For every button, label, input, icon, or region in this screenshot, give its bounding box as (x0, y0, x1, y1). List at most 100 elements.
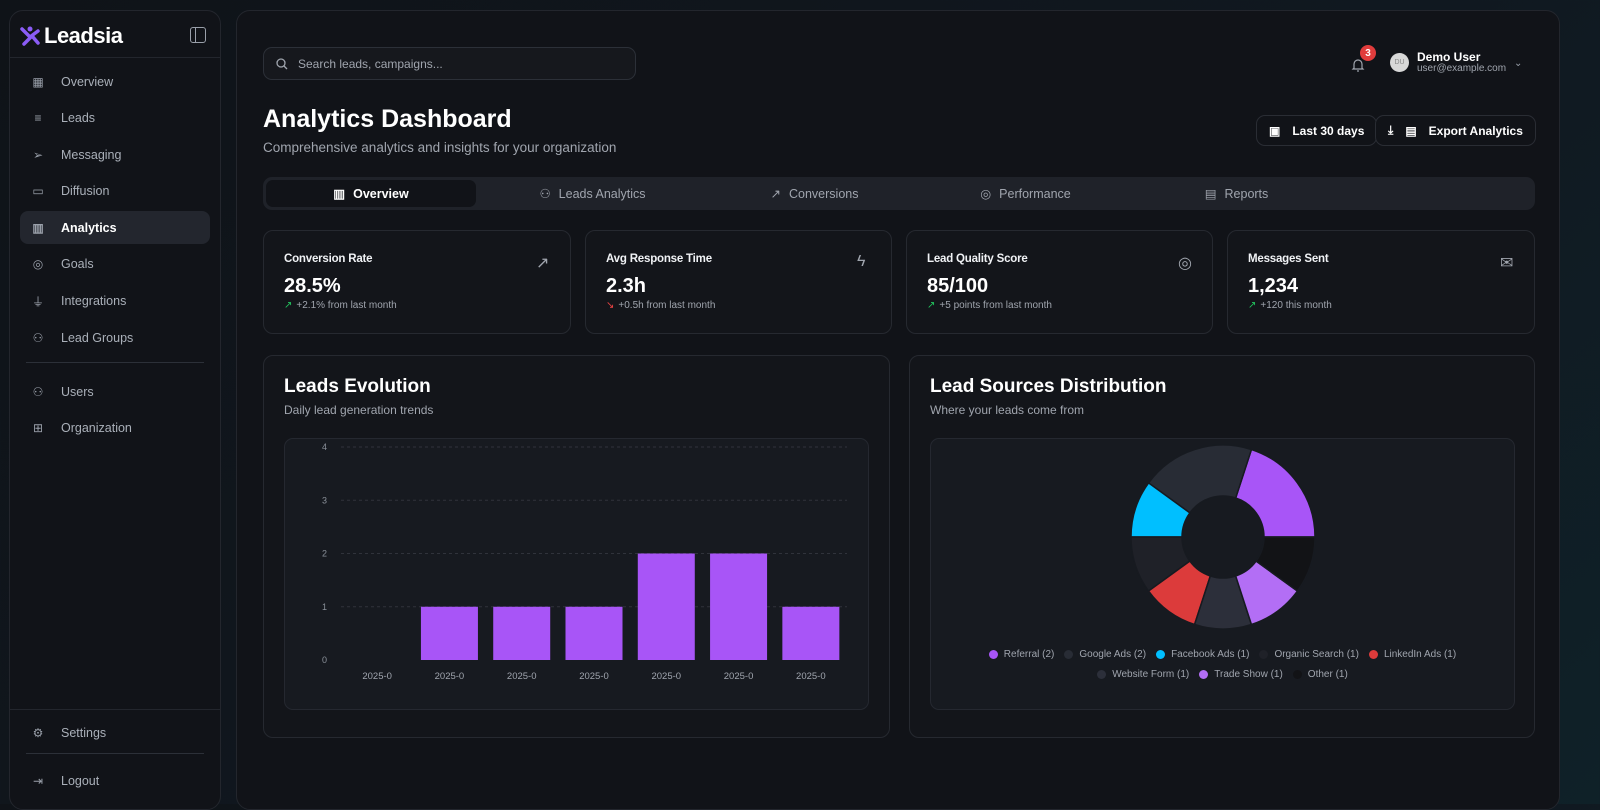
sidebar-item-label: Leads (61, 111, 96, 126)
tab-overview[interactable]: ▥ Overview (266, 180, 476, 207)
kpi-value: 85/100 (927, 275, 989, 297)
file-icon: ▤ (1405, 123, 1417, 138)
sidebar-item-label: Overview (61, 74, 114, 89)
sidebar-item-label: Lead Groups (61, 330, 134, 345)
legend-item[interactable]: Organic Search (1) (1259, 649, 1359, 660)
pie-slice[interactable] (1255, 536, 1316, 593)
divider (26, 753, 204, 754)
sidebar-nav: ▦ Overview ≡ Leads ➢ Messaging ▭ Diffusion ▥… (20, 65, 210, 448)
search-bar[interactable] (263, 47, 636, 80)
page-title: Analytics Dashboard (263, 105, 512, 133)
bar[interactable] (493, 606, 551, 660)
briefcase-icon: ⊞ (32, 421, 44, 436)
trending-up-icon: ↗ (770, 187, 781, 201)
logo[interactable]: Leadsia (20, 23, 123, 49)
legend-item[interactable]: LinkedIn Ads (1) (1368, 649, 1457, 660)
sidebar-item-diffusion[interactable]: ▭ Diffusion (20, 175, 210, 208)
sidebar-item-organization[interactable]: ⊞ Organization (20, 412, 210, 445)
logo-icon (20, 26, 40, 46)
kpi-delta: ↗ +2.1% from last month (284, 300, 550, 311)
pie-slice[interactable] (1234, 448, 1316, 538)
legend-label: Facebook Ads (1) (1171, 649, 1250, 660)
chart-legend: Referral (2) Google Ads (2) Facebook Ads (… (931, 649, 1514, 660)
users-icon: ⚇ (32, 330, 44, 345)
date-range-button[interactable]: ▣ Last 30 days (1256, 115, 1378, 146)
x-tick-label: 2025-0 (362, 671, 392, 682)
tab-label: Performance (999, 186, 1071, 201)
sidebar-item-overview[interactable]: ▦ Overview (20, 65, 210, 98)
kpi-card: Avg Response Time ϟ 2.3h ↘ +0.5h from las… (585, 230, 892, 334)
export-analytics-button[interactable]: ⤓ ▤ Export Analytics (1375, 115, 1536, 146)
bar[interactable] (710, 553, 768, 661)
legend-swatch (1064, 650, 1074, 659)
target-icon: ◎ (980, 187, 992, 201)
brand-name: Leadsia (44, 23, 123, 48)
user-email: user@example.com (1417, 63, 1507, 74)
legend-label: Other (1) (1307, 669, 1348, 680)
legend-label: LinkedIn Ads (1) (1383, 649, 1457, 660)
arrow-up-right-icon: ↗ (1248, 300, 1257, 311)
x-tick-label: 2025-0 (724, 671, 754, 682)
send-icon: ➢ (32, 147, 44, 162)
sidebar-item-integrations[interactable]: ⏚ Integrations (20, 285, 210, 318)
chevron-down-icon[interactable]: ⌄ (1514, 58, 1523, 69)
logout-icon: ⇥ (32, 773, 44, 788)
avatar: DU (1390, 53, 1409, 72)
legend-item[interactable]: Google Ads (2) (1064, 649, 1146, 660)
sidebar-item-goals[interactable]: ◎ Goals (20, 248, 210, 281)
divider (10, 709, 220, 710)
collapse-sidebar-icon[interactable] (190, 27, 206, 43)
lead-sources-panel: Lead Sources Distribution Where your lea… (909, 355, 1535, 738)
page-subtitle: Comprehensive analytics and insights for… (263, 140, 617, 155)
sidebar-item-label: Analytics (61, 220, 117, 235)
bar[interactable] (637, 553, 695, 661)
date-range-label: Last 30 days (1292, 123, 1365, 138)
bar-chart-icon: ▥ (333, 187, 346, 201)
legend-swatch (1097, 670, 1107, 679)
sidebar-item-leads[interactable]: ≡ Leads (20, 102, 210, 135)
tab-reports[interactable]: ▤ Reports (1131, 180, 1342, 207)
pie-slice[interactable] (1147, 444, 1253, 514)
y-tick-label: 4 (322, 442, 327, 452)
y-tick-label: 3 (322, 495, 327, 505)
sidebar-item-analytics[interactable]: ▥ Analytics (20, 211, 210, 245)
user-menu[interactable]: DU Demo User user@example.com (1390, 51, 1506, 74)
logout-button[interactable]: ⇥ Logout (20, 764, 210, 797)
arrow-up-right-icon: ↗ (927, 300, 936, 311)
sidebar-item-label: Users (61, 384, 94, 399)
bell-icon[interactable] (1350, 57, 1366, 73)
sources-chart-container: Referral (2) Google Ads (2) Facebook Ads (… (930, 438, 1515, 710)
target-icon: ◎ (32, 257, 44, 272)
legend-item[interactable]: Other (1) (1292, 669, 1348, 680)
file-icon: ▤ (1204, 187, 1217, 201)
legend-item[interactable]: Website Form (1) (1097, 669, 1189, 680)
export-label: Export Analytics (1428, 123, 1523, 138)
legend-item[interactable]: Referral (2) (988, 649, 1055, 660)
tab-label: Conversions (789, 186, 859, 201)
tab-conversions[interactable]: ↗ Conversions (709, 180, 920, 207)
x-tick-label: 2025-0 (507, 671, 537, 682)
search-input[interactable] (298, 56, 618, 71)
sidebar-item-settings[interactable]: ⚙ Settings (20, 716, 210, 749)
y-tick-label: 0 (322, 655, 327, 665)
sidebar-item-messaging[interactable]: ➢ Messaging (20, 138, 210, 171)
legend-label: Referral (2) (1003, 649, 1055, 660)
tab-label: Reports (1224, 186, 1269, 201)
chart-legend: Website Form (1) Trade Show (1) Other (1) (931, 669, 1514, 680)
tab-leads-analytics[interactable]: ⚇ Leads Analytics (476, 180, 709, 207)
sidebar-item-users[interactable]: ⚇ Users (20, 375, 210, 408)
legend-item[interactable]: Trade Show (1) (1199, 669, 1283, 680)
panel-subtitle: Where your leads come from (930, 403, 1085, 417)
panel-subtitle: Daily lead generation trends (284, 403, 434, 417)
bar[interactable] (565, 606, 623, 660)
analytics-tabs: ▥ Overview ⚇ Leads Analytics ↗ Conversions … (263, 177, 1535, 210)
bar[interactable] (782, 606, 840, 660)
kpi-value: 28.5% (284, 275, 341, 297)
x-tick-label: 2025-0 (796, 671, 826, 682)
sidebar-item-lead-groups[interactable]: ⚇ Lead Groups (20, 321, 210, 354)
legend-item[interactable]: Facebook Ads (1) (1156, 649, 1249, 660)
tab-performance[interactable]: ◎ Performance (920, 180, 1131, 207)
legend-label: Website Form (1) (1112, 669, 1190, 680)
kpi-title: Conversion Rate (284, 253, 373, 265)
bar[interactable] (420, 606, 478, 660)
